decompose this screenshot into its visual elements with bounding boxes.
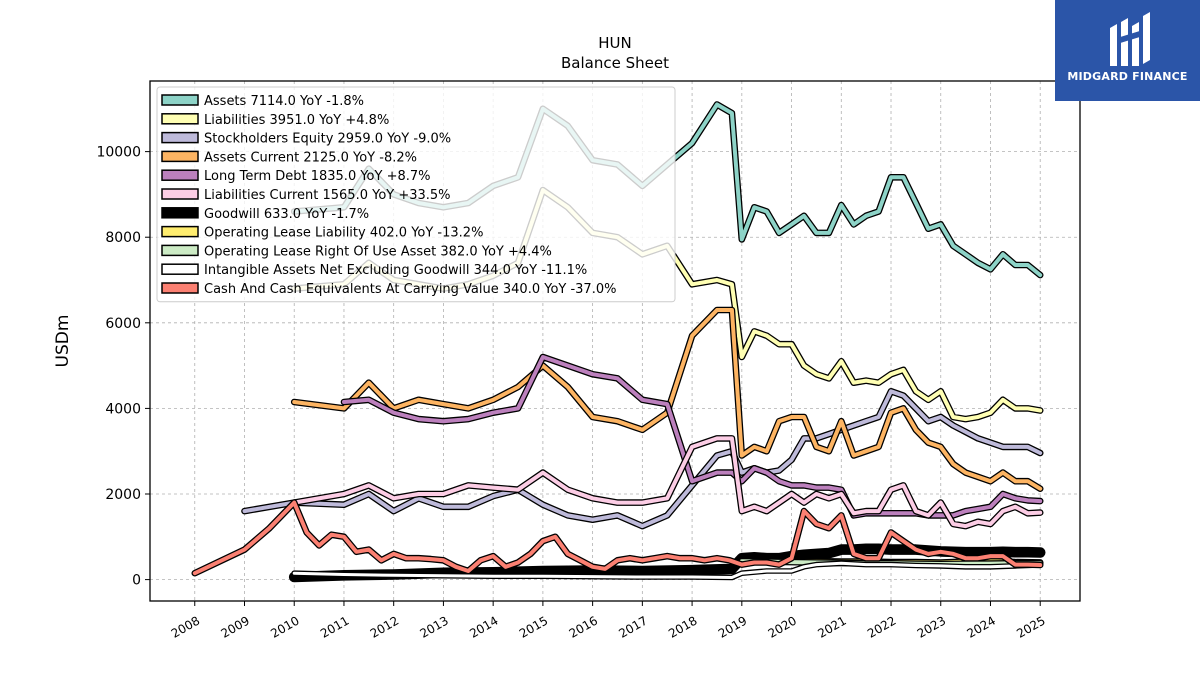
midgard-logo-icon [1110,12,1150,66]
y-tick-label: 0 [132,573,141,589]
legend-swatch-6 [161,207,199,219]
legend: Assets 7114.0 YoY -1.8% Liabilities 3951.… [156,86,676,303]
series-line-6 [290,544,1045,581]
series-line-5 [292,436,1043,529]
brand-logo: MIDGARD FINANCE [1055,0,1200,101]
legend-box [156,86,676,303]
series-line-3 [292,308,1043,491]
y-axis-label: USDm [53,315,73,368]
y-tick-label: 8000 [105,230,141,246]
legend-label-4: Long Term Debt 1835.0 YoY +8.7% [204,169,431,184]
y-tick-label: 2000 [105,487,141,503]
legend-swatch-8 [161,244,199,257]
legend-label-9: Intangible Assets Net Excluding Goodwill… [204,263,587,278]
series-line-10 [192,500,1043,576]
legend-label-2: Stockholders Equity 2959.0 YoY -9.0% [204,132,451,147]
legend-label-10: Cash And Cash Equivalents At Carrying Va… [204,282,616,297]
chart-title: HUN [598,34,631,52]
legend-swatch-3 [161,150,199,163]
legend-swatch-0 [161,94,199,106]
legend-swatch-10 [161,282,199,294]
legend-label-1: Liabilities 3951.0 YoY +4.8% [204,113,389,128]
y-tick-label: 6000 [105,316,141,332]
legend-swatch-1 [161,113,199,125]
legend-label-8: Operating Lease Right Of Use Asset 382.0… [204,244,552,259]
legend-label-6: Goodwill 633.0 YoY -1.7% [204,207,369,222]
y-tick-label: 10000 [96,145,141,161]
brand-name: MIDGARD FINANCE [1067,70,1188,83]
series-line-4 [342,355,1043,518]
y-axis: 0 2000 4000 6000 8000 10000 [96,145,150,589]
legend-swatch-2 [161,131,199,144]
legend-label-7: Operating Lease Liability 402.0 YoY -13.… [204,226,483,241]
plot-frame [149,80,1081,602]
y-tick-label: 4000 [105,401,141,417]
series-line-9 [292,561,1042,579]
chart-subtitle: Balance Sheet [561,54,669,72]
legend-swatch-5 [161,188,199,200]
legend-label-0: Assets 7114.0 YoY -1.8% [204,94,364,109]
legend-swatch-4 [161,169,199,181]
legend-swatch-7 [161,225,199,238]
series-line-2 [242,389,1043,529]
legend-swatch-9 [161,263,199,275]
legend-label-3: Assets Current 2125.0 YoY -8.2% [204,150,417,165]
legend-label-5: Liabilities Current 1565.0 YoY +33.5% [204,188,451,203]
